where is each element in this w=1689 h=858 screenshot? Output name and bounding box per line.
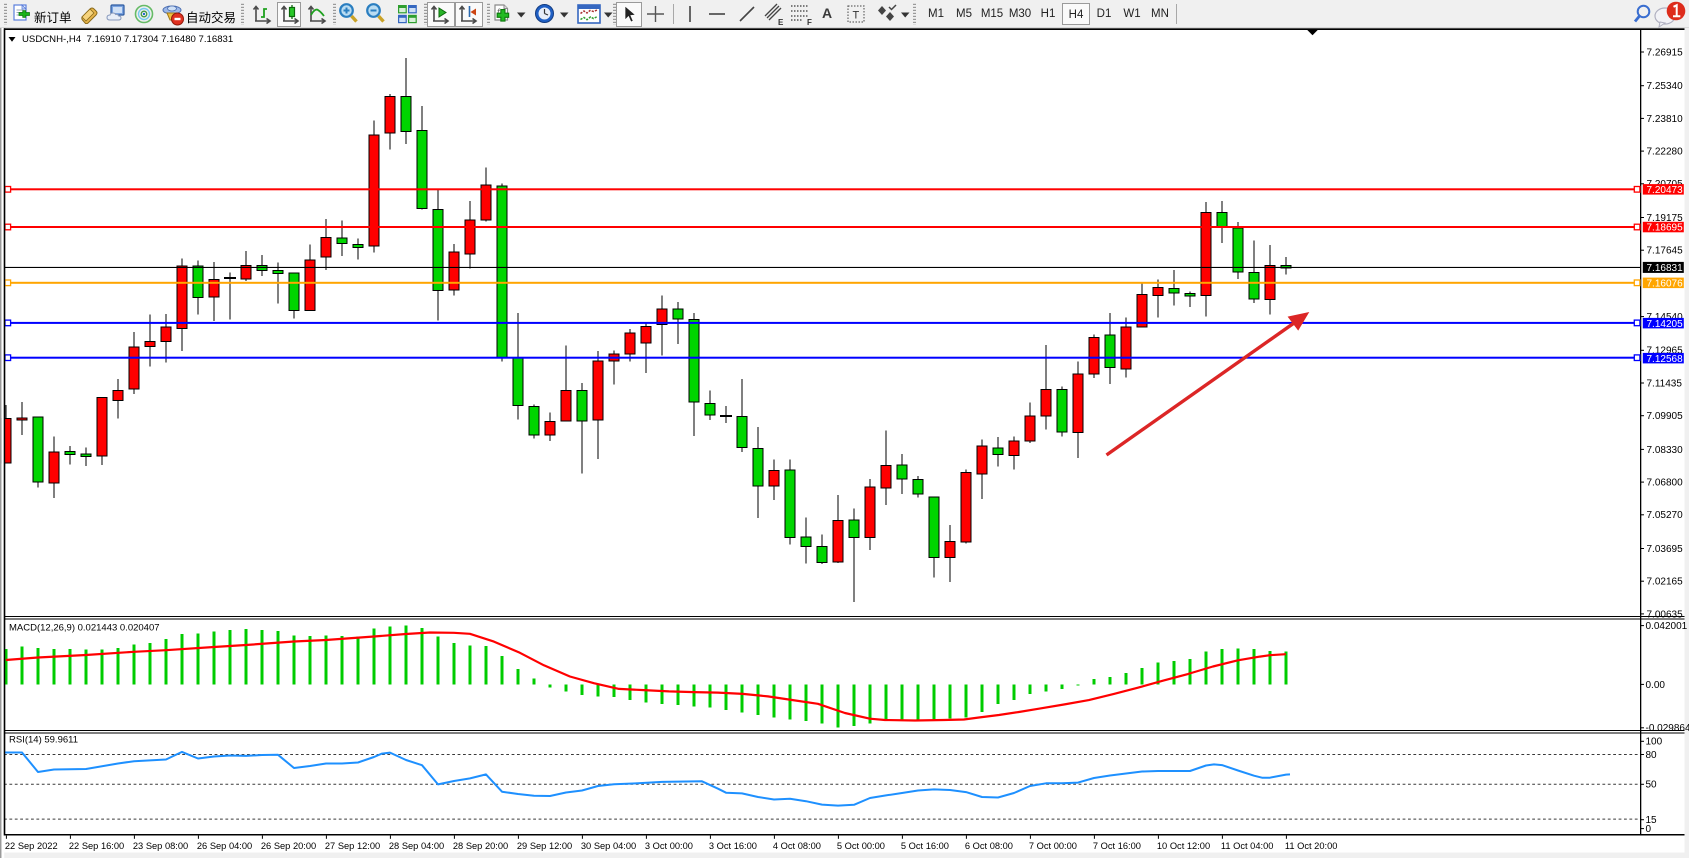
svg-text:11 Oct 20:00: 11 Oct 20:00 — [1285, 841, 1338, 851]
svg-text:22 Sep 2022: 22 Sep 2022 — [5, 841, 58, 851]
svg-text:7.12568: 7.12568 — [1647, 354, 1684, 365]
svg-text:28 Sep 20:00: 28 Sep 20:00 — [453, 841, 508, 851]
svg-text:7.22280: 7.22280 — [1647, 147, 1684, 158]
svg-text:28 Sep 04:00: 28 Sep 04:00 — [389, 841, 444, 851]
svg-text:F: F — [807, 18, 812, 26]
svg-text:7.16076: 7.16076 — [1647, 278, 1684, 289]
svg-text:f: f — [497, 7, 501, 17]
svg-text:26 Sep 04:00: 26 Sep 04:00 — [197, 841, 252, 851]
svg-text:0: 0 — [1646, 824, 1652, 835]
svg-text:0.042001: 0.042001 — [1646, 621, 1688, 632]
svg-text:E: E — [778, 18, 784, 26]
svg-text:7.20473: 7.20473 — [1647, 185, 1684, 196]
svg-text:3 Oct 00:00: 3 Oct 00:00 — [645, 841, 693, 851]
svg-text:7.16831: 7.16831 — [1647, 263, 1684, 274]
svg-text:5 Oct 16:00: 5 Oct 16:00 — [901, 841, 949, 851]
svg-text:7.06800: 7.06800 — [1647, 478, 1684, 489]
svg-text:22 Sep 16:00: 22 Sep 16:00 — [69, 841, 124, 851]
svg-text:MACD(12,26,9) 0.021443 0.02040: MACD(12,26,9) 0.021443 0.020407 — [9, 623, 160, 634]
svg-text:7 Oct 00:00: 7 Oct 00:00 — [1029, 841, 1077, 851]
svg-text:11 Oct 04:00: 11 Oct 04:00 — [1221, 841, 1274, 851]
svg-text:5 Oct 00:00: 5 Oct 00:00 — [837, 841, 885, 851]
svg-text:80: 80 — [1646, 750, 1658, 761]
svg-text:7.00635: 7.00635 — [1647, 609, 1684, 620]
svg-text:7.08330: 7.08330 — [1647, 445, 1684, 456]
svg-text:7 Oct 16:00: 7 Oct 16:00 — [1093, 841, 1141, 851]
svg-text:7.14205: 7.14205 — [1647, 319, 1684, 330]
svg-text:26 Sep 20:00: 26 Sep 20:00 — [261, 841, 316, 851]
svg-text:7.25340: 7.25340 — [1647, 81, 1684, 92]
svg-text:7.09905: 7.09905 — [1647, 411, 1684, 422]
svg-text:-0.029864: -0.029864 — [1646, 723, 1689, 734]
svg-text:30 Sep 04:00: 30 Sep 04:00 — [581, 841, 636, 851]
svg-text:10 Oct 12:00: 10 Oct 12:00 — [1157, 841, 1210, 851]
svg-text:100: 100 — [1646, 737, 1663, 748]
svg-text:3 Oct 16:00: 3 Oct 16:00 — [709, 841, 757, 851]
svg-text:0.00: 0.00 — [1646, 680, 1666, 691]
svg-text:7.02165: 7.02165 — [1647, 577, 1684, 588]
svg-text:7.14540: 7.14540 — [1647, 312, 1684, 323]
svg-text:7.03695: 7.03695 — [1647, 544, 1684, 555]
svg-text:27 Sep 12:00: 27 Sep 12:00 — [325, 841, 380, 851]
svg-text:RSI(14) 59.9611: RSI(14) 59.9611 — [9, 735, 78, 746]
svg-text:7.17645: 7.17645 — [1647, 246, 1684, 257]
svg-text:23 Sep 08:00: 23 Sep 08:00 — [133, 841, 188, 851]
svg-text:7.18695: 7.18695 — [1647, 223, 1684, 234]
svg-text:7.05270: 7.05270 — [1647, 510, 1684, 521]
svg-text:USDCNH-,H4 7.16910 7.17304 7.: USDCNH-,H4 7.16910 7.17304 7.16480 7.168… — [22, 34, 233, 45]
svg-text:4 Oct 08:00: 4 Oct 08:00 — [773, 841, 821, 851]
svg-text:29 Sep 12:00: 29 Sep 12:00 — [517, 841, 572, 851]
svg-text:7.19175: 7.19175 — [1647, 213, 1684, 224]
svg-text:7.12965: 7.12965 — [1647, 346, 1684, 357]
svg-text:15: 15 — [1646, 815, 1658, 826]
svg-text:7.23810: 7.23810 — [1647, 114, 1684, 125]
svg-text:T: T — [853, 10, 860, 22]
svg-text:7.11435: 7.11435 — [1647, 378, 1683, 389]
svg-text:6 Oct 08:00: 6 Oct 08:00 — [965, 841, 1013, 851]
svg-text:50: 50 — [1646, 780, 1658, 791]
svg-text:7.26915: 7.26915 — [1647, 47, 1684, 58]
